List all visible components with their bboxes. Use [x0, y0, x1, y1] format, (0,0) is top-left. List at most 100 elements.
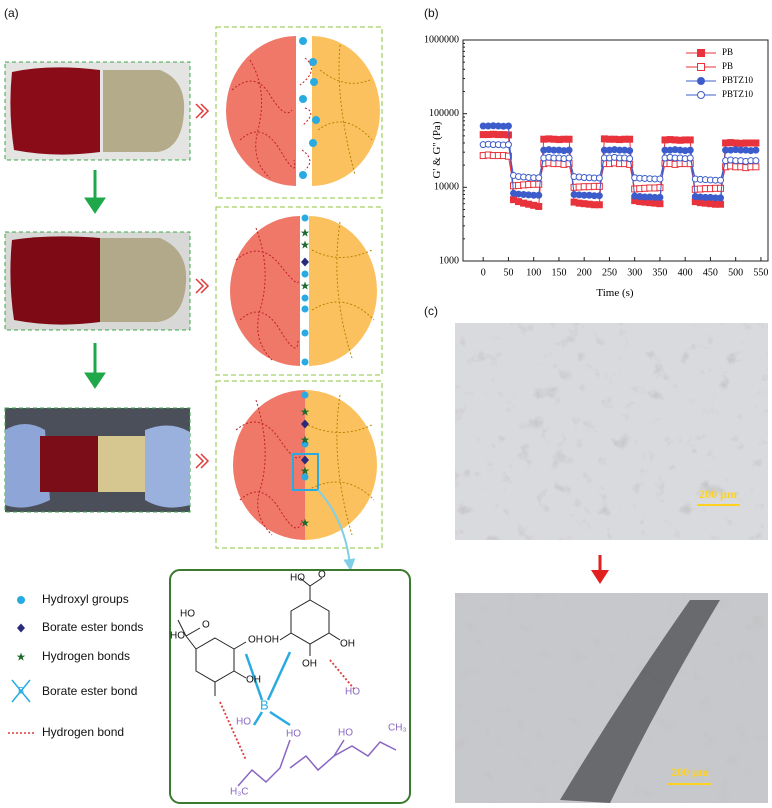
x-tick-label: 550: [753, 267, 768, 278]
y-tick-label: 10000: [434, 182, 459, 193]
marker: [595, 174, 603, 182]
atom-label: OH: [302, 659, 317, 670]
x-tick-label: 100: [526, 267, 541, 278]
legend-label: PBTZ10: [722, 89, 754, 99]
x-tick-label: 0: [481, 267, 486, 278]
marker: [504, 122, 512, 130]
legend-label: Hydrogen bonds: [42, 649, 130, 663]
x-tick-label: 500: [728, 267, 743, 278]
marker: [504, 141, 512, 149]
marker: [686, 136, 694, 144]
atom-label: HO: [338, 728, 353, 739]
x-tick-label: 50: [503, 267, 513, 278]
marker: [656, 193, 664, 201]
marker: [565, 146, 573, 154]
legend-label: Borate ester bonds: [42, 620, 143, 634]
marker: [686, 146, 694, 154]
diagram: [215, 26, 383, 199]
atom-label: OH: [340, 639, 355, 650]
marker: [656, 175, 664, 183]
marker: [697, 77, 705, 85]
atom-label: HO: [286, 729, 301, 740]
legend: B Hydroxyl groups Borate ester bonds Hyd…: [8, 592, 143, 739]
marker: [656, 200, 664, 208]
x-tick-label: 450: [703, 267, 718, 278]
legend-label: PB: [722, 61, 733, 71]
y-tick-label: 100000: [429, 108, 459, 119]
photo: [4, 61, 191, 161]
chart: G' & G'' (Pa) Time (s) 10001000010000010…: [424, 34, 769, 299]
y-tick-label: 1000: [439, 255, 459, 266]
atom-label: CH₃: [388, 723, 407, 734]
atom-label: O: [318, 570, 326, 581]
legend-label: Hydrogen bond: [42, 725, 124, 739]
marker: [626, 155, 634, 163]
photo: [4, 407, 191, 513]
x-tick-label: 200: [577, 267, 592, 278]
atom-label: HO: [290, 573, 305, 584]
marker: [504, 152, 512, 160]
arrow: [591, 555, 609, 584]
legend-label: Borate ester bond: [42, 684, 137, 698]
atom-label: O: [202, 620, 210, 631]
marker: [626, 135, 634, 143]
legend-label: Hydroxyl groups: [42, 592, 129, 606]
marker: [565, 154, 573, 162]
plot-frame: [462, 39, 769, 262]
atom-label: B: [260, 697, 269, 712]
micrograph: 200 μm: [455, 323, 768, 540]
marker: [752, 146, 760, 154]
x-tick-label: 350: [652, 267, 667, 278]
marker: [595, 192, 603, 200]
atom-label: OH: [264, 635, 279, 646]
atom-label: OH: [246, 675, 261, 686]
marker: [535, 202, 543, 210]
marker: [626, 147, 634, 155]
marker: [717, 176, 725, 184]
panel-label: (b): [424, 6, 439, 20]
marker: [656, 184, 664, 192]
legend-label: PB: [722, 47, 733, 57]
marker: [686, 154, 694, 162]
atom-label: HO: [345, 687, 360, 698]
marker: [717, 200, 725, 208]
arrow: [84, 170, 106, 389]
marker: [717, 194, 725, 202]
marker: [535, 180, 543, 188]
x-tick-label: 400: [678, 267, 693, 278]
atom-label: HO: [180, 609, 195, 620]
photo: [4, 231, 191, 331]
marker: [565, 135, 573, 143]
marker: [595, 201, 603, 209]
y-tick-label: 1000000: [424, 34, 459, 45]
marker: [717, 184, 725, 192]
micrograph: 200 μm: [455, 593, 768, 803]
diagram: [215, 380, 383, 571]
marker: [752, 157, 760, 165]
chevron: [195, 103, 210, 469]
x-tick-label: 300: [627, 267, 642, 278]
panel-label: (a): [4, 6, 19, 20]
marker: [752, 139, 760, 147]
structure: HO O HO OH OH HO O OH OH OH B HO HO HO H…: [169, 569, 411, 804]
legend-symbol: B: [18, 685, 24, 695]
atom-label: HO: [236, 717, 251, 728]
diagram: [215, 206, 383, 376]
marker: [752, 163, 760, 171]
atom-label: H₃C: [230, 787, 249, 798]
marker: [535, 174, 543, 182]
panel-label: (c): [424, 304, 438, 318]
marker: [697, 49, 705, 57]
marker: [535, 191, 543, 199]
x-tick-label: 250: [602, 267, 617, 278]
atom-label: HO: [170, 631, 185, 642]
scale-bar-label: 200 μm: [671, 765, 709, 779]
legend-label: PBTZ10: [722, 75, 754, 85]
marker: [697, 63, 705, 71]
y-axis-label: G' & G'' (Pa): [431, 121, 443, 178]
x-axis-label: Time (s): [596, 287, 634, 299]
marker: [595, 182, 603, 190]
atom-label: OH: [248, 635, 263, 646]
scale-bar-label: 200 μm: [699, 487, 737, 501]
